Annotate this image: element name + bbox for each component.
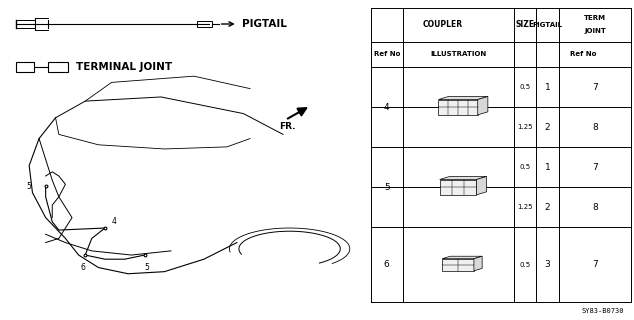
Text: 1: 1 [545,83,550,92]
Text: 2: 2 [545,123,550,132]
Text: 2: 2 [545,203,550,212]
FancyBboxPatch shape [443,259,474,271]
Text: FR.: FR. [279,122,295,131]
Text: 1: 1 [545,163,550,172]
Text: 8: 8 [592,203,598,212]
Polygon shape [477,176,487,195]
Text: 6: 6 [384,260,390,269]
Text: Ref No: Ref No [373,52,400,57]
Text: 1.25: 1.25 [517,204,533,210]
Text: Ref No: Ref No [570,52,597,57]
Text: 5: 5 [27,182,32,191]
Text: 5: 5 [384,183,390,192]
Polygon shape [439,96,488,100]
FancyBboxPatch shape [48,62,68,72]
Text: 4: 4 [384,103,389,112]
FancyBboxPatch shape [440,180,477,195]
Text: 5: 5 [145,263,150,272]
Text: 3: 3 [545,260,550,269]
Text: 1.25: 1.25 [517,124,533,130]
Polygon shape [440,176,487,180]
Text: 7: 7 [592,260,598,269]
Text: COUPLER: COUPLER [422,20,462,29]
Text: TERM: TERM [584,15,606,21]
Text: JOINT: JOINT [584,28,606,34]
Text: SY83-B0730: SY83-B0730 [582,308,624,314]
Text: 8: 8 [592,123,598,132]
Text: PIGTAIL: PIGTAIL [242,19,287,29]
FancyBboxPatch shape [439,100,478,115]
Text: 0.5: 0.5 [519,164,530,170]
Text: 4: 4 [112,217,116,227]
Text: 0.5: 0.5 [519,262,530,268]
Text: TERMINAL JOINT: TERMINAL JOINT [76,62,172,72]
Text: SIZE: SIZE [515,20,534,29]
Polygon shape [474,256,482,271]
Text: 7: 7 [592,83,598,92]
Text: 7: 7 [592,163,598,172]
FancyBboxPatch shape [197,21,212,27]
Text: 6: 6 [81,263,85,272]
Text: PIGTAIL: PIGTAIL [533,22,562,28]
Polygon shape [443,256,482,259]
Text: 0.5: 0.5 [519,84,530,90]
Text: ILLUSTRATION: ILLUSTRATION [430,52,486,57]
FancyBboxPatch shape [16,62,34,72]
Polygon shape [478,96,488,115]
